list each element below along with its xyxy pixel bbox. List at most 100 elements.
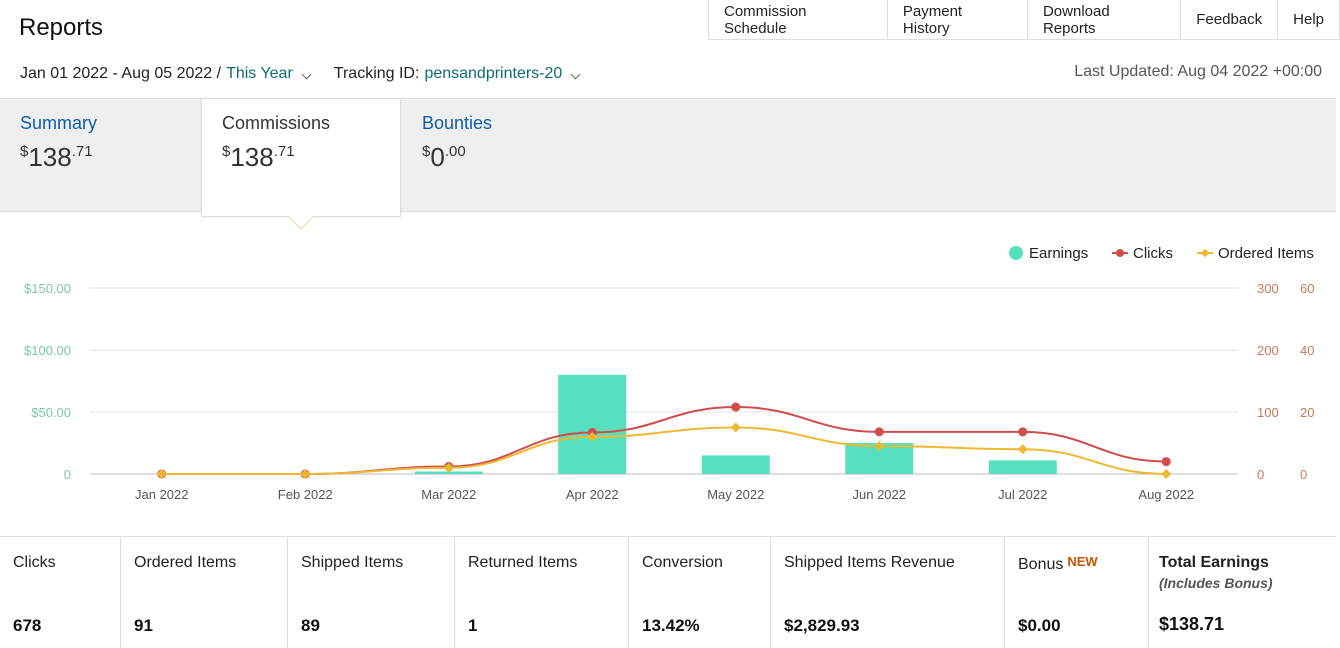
right-tick-label: 0 (1300, 467, 1307, 482)
earnings-bar (701, 455, 770, 474)
clicks-point (731, 402, 741, 412)
date-range-text: Jan 01 2022 - Aug 05 2022 / (20, 65, 222, 82)
legend-label: Clicks (1133, 245, 1173, 262)
stat-conversion: Conversion 13.42% (629, 537, 771, 648)
stat-label-text: Bonus (1018, 556, 1064, 573)
page-title: Reports (19, 14, 104, 41)
stat-label: Shipped Items (301, 554, 404, 571)
stat-label: Returned Items (468, 554, 578, 571)
amount-cents: .71 (71, 143, 93, 160)
stat-value: $138.71 (1159, 614, 1225, 634)
chevron-down-icon (570, 69, 581, 80)
ordered-items-point (587, 431, 598, 442)
right-tick-label: 40 (1300, 343, 1314, 358)
left-tick-label: $150.00 (24, 281, 71, 296)
period-dropdown[interactable]: This Year (226, 65, 312, 83)
x-tick-label: Mar 2022 (421, 487, 476, 502)
ordered-items-point (1017, 444, 1028, 455)
stat-label: Bonus NEW (1018, 554, 1135, 574)
tab-amount: $0.00 (422, 142, 582, 173)
earnings-bar (988, 460, 1057, 474)
stat-returned-items: Returned Items 1 (455, 537, 629, 648)
last-updated: Last Updated: Aug 04 2022 +00:00 (1074, 63, 1322, 80)
ordered-items-point (156, 469, 167, 479)
currency-symbol: $ (222, 143, 231, 160)
x-tick-label: Jul 2022 (998, 487, 1047, 502)
stat-shipped-items: Shipped Items 89 (288, 537, 455, 648)
left-tick-label: $100.00 (24, 343, 71, 358)
currency-symbol: $ (20, 143, 29, 160)
legend-swatch-earnings (1009, 246, 1023, 260)
tracking-id-dropdown[interactable]: pensandprinters-20 (424, 65, 581, 83)
clicks-point (1018, 427, 1028, 437)
stat-value: 13.42% (642, 616, 700, 635)
active-tab-pointer-icon (288, 216, 314, 230)
tab-commissions[interactable]: Commissions $138.71 (201, 99, 401, 217)
right-tick-label: 0 (1257, 467, 1264, 482)
ordered-items-point (443, 462, 454, 473)
chart-grid (90, 287, 1238, 475)
right-tick-label: 20 (1300, 405, 1314, 420)
stat-sublabel: (Includes Bonus) (1159, 575, 1273, 591)
ordered-items-point (874, 441, 885, 452)
currency-symbol: $ (422, 143, 431, 160)
stat-clicks: Clicks 678 (0, 537, 121, 648)
stat-label: Shipped Items Revenue (784, 554, 955, 571)
right-axis-clicks: 300 200 100 0 (1257, 281, 1279, 482)
tab-bounties[interactable]: Bounties $0.00 (402, 99, 602, 213)
download-reports-link[interactable]: Download Reports (1027, 0, 1182, 39)
tab-label: Bounties (422, 113, 493, 133)
help-link[interactable]: Help (1278, 0, 1340, 39)
stat-value: $2,829.93 (784, 616, 860, 635)
amount-whole: 138 (230, 142, 274, 172)
clicks-point (874, 427, 884, 437)
right-tick-label: 200 (1257, 343, 1279, 358)
clicks-point (1161, 457, 1171, 467)
new-badge: NEW (1067, 554, 1098, 569)
right-tick-label: 100 (1257, 405, 1279, 420)
earnings-bar (414, 471, 483, 474)
legend-label: Ordered Items (1218, 245, 1314, 262)
tab-label: Commissions (222, 113, 331, 133)
legend-label: Earnings (1029, 245, 1088, 262)
right-axis-items: 60 40 20 0 (1300, 281, 1314, 482)
commission-schedule-link[interactable]: Commission Schedule (709, 0, 888, 39)
x-tick-label: Jun 2022 (853, 487, 907, 502)
tab-amount: $138.71 (20, 142, 180, 173)
stat-label: Ordered Items (134, 554, 237, 571)
ordered-items-line (161, 426, 1167, 475)
legend-swatch-ordered-items-dot (1200, 248, 1210, 258)
legend-swatch-clicks-dot (1116, 249, 1124, 257)
right-tick-label: 300 (1257, 281, 1279, 296)
stat-value: $0.00 (1018, 616, 1061, 635)
stat-label: Conversion (642, 554, 723, 571)
amount-cents: .00 (444, 143, 466, 160)
feedback-link[interactable]: Feedback (1181, 0, 1279, 39)
report-filters: Jan 01 2022 - Aug 05 2022 / This Year Tr… (20, 62, 581, 86)
tab-label: Summary (20, 113, 98, 133)
x-axis-labels: Jan 2022 Feb 2022 Mar 2022 Apr 2022 May 2022… (135, 487, 1194, 502)
left-tick-label: $50.00 (31, 405, 71, 420)
payment-history-link[interactable]: Payment History (887, 0, 1028, 39)
stats-summary: Clicks 678 Ordered Items 91 Shipped Item… (0, 536, 1336, 648)
x-tick-label: May 2022 (707, 487, 764, 502)
stat-total-earnings: Total Earnings (Includes Bonus) $138.71 (1149, 537, 1336, 648)
stat-value: 89 (301, 616, 320, 635)
series-lines (156, 402, 1172, 479)
x-tick-label: Aug 2022 (1138, 487, 1194, 502)
chevron-down-icon (301, 69, 312, 80)
earnings-bars (414, 374, 1057, 474)
amount-whole: 138 (28, 142, 72, 172)
stat-label: Total Earnings (1159, 554, 1269, 571)
earnings-bar (558, 374, 627, 474)
ordered-items-point (300, 469, 311, 479)
x-tick-label: Feb 2022 (278, 487, 333, 502)
stat-ordered-items: Ordered Items 91 (121, 537, 288, 648)
amount-cents: .71 (273, 143, 295, 160)
stat-bonus: Bonus NEW $0.00 (1005, 537, 1149, 648)
tab-summary[interactable]: Summary $138.71 (0, 99, 200, 213)
x-tick-label: Jan 2022 (135, 487, 189, 502)
right-tick-label: 60 (1300, 281, 1314, 296)
period-label: This Year (226, 65, 293, 82)
top-nav: Commission Schedule Payment History Down… (708, 0, 1340, 40)
